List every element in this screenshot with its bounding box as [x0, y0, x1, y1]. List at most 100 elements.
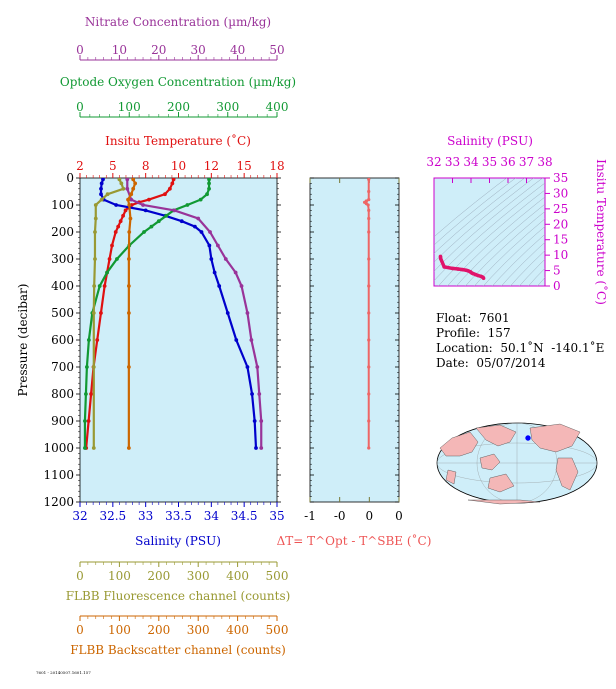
isopycnal-line	[438, 189, 545, 286]
nitrate-tick-label: 20	[151, 43, 166, 57]
float-value: 7601	[479, 311, 510, 325]
ts-temperature-tick-label: 5	[553, 264, 561, 278]
isopycnal-line	[434, 178, 516, 246]
pressure-tick-label: 600	[51, 333, 74, 347]
series-temperature-point	[121, 213, 125, 218]
temperature-tick-label: 12	[204, 159, 219, 173]
ts-temperature-tick-label: 10	[553, 248, 568, 262]
location-value: 50.1˚N -140.1˚E	[500, 341, 605, 355]
series-oxygen-point	[207, 178, 211, 182]
oxygen-tick-label: 400	[266, 100, 289, 114]
series-temperature-point	[110, 243, 114, 248]
series-fluorescence-point	[121, 186, 126, 191]
oxygen-tick-label: 200	[167, 100, 190, 114]
backscatter-tick-label: 0	[76, 623, 84, 637]
series-salinity-point	[252, 419, 257, 423]
ts-series	[438, 254, 486, 281]
ts-temperature-tick-label: 0	[553, 279, 561, 293]
series-oxygen-point	[83, 446, 87, 450]
series-backscatter-point	[131, 186, 136, 191]
series-salinity-point	[99, 186, 103, 191]
ts-point	[460, 267, 465, 272]
series-backscatter-point	[126, 197, 130, 202]
delta-t-point	[367, 284, 371, 288]
ts-point	[450, 266, 455, 271]
ts-salinity-tick-label: 32	[426, 155, 441, 169]
series-nitrate-point	[223, 257, 228, 261]
series-oxygen-point	[84, 392, 88, 396]
delta-t-point	[367, 392, 371, 396]
profile-row: Profile: 157	[436, 326, 604, 341]
isopycnal-line	[434, 178, 543, 272]
series-nitrate-point	[259, 419, 264, 423]
date-value: 05/07/2014	[476, 356, 546, 370]
series-backscatter-point	[126, 257, 131, 261]
date-label: Date:	[436, 356, 469, 370]
series-oxygen-point	[205, 192, 209, 197]
series-oxygen-point	[86, 338, 91, 342]
float-info: Float: 7601 Profile: 157 Location: 50.1˚…	[436, 311, 604, 371]
fluorescence-tick-label: 500	[266, 569, 289, 583]
series-temperature-point	[102, 284, 107, 288]
density-contours	[434, 178, 545, 286]
series-fluorescence-point	[93, 203, 98, 207]
date-row: Date: 05/07/2014	[436, 356, 604, 371]
delta-t-series	[362, 178, 371, 450]
series-temperature-point	[89, 392, 93, 396]
series-nitrate-point	[129, 197, 134, 202]
location-row: Location: 50.1˚N -140.1˚E	[436, 341, 604, 356]
series-nitrate-point	[259, 446, 264, 450]
isopycnal-line	[501, 241, 545, 286]
fluorescence-axis-label: FLBB Fluorescence channel (counts)	[66, 589, 291, 603]
series-temperature-point	[123, 208, 128, 213]
temperature-tick-label: 18	[269, 159, 284, 173]
series-oxygen-point	[97, 284, 102, 288]
profile-value: 157	[487, 326, 511, 340]
series-fluorescence-point	[119, 181, 124, 186]
ts-salinity-tick-label: 35	[482, 155, 497, 169]
series-temperature-point	[118, 219, 123, 224]
pressure-tick-label: 700	[51, 360, 74, 374]
oxygen-tick-label: 100	[118, 100, 141, 114]
pressure-tick-label: 200	[51, 225, 74, 239]
series-salinity-point	[212, 270, 217, 275]
series-oxygen-point	[198, 197, 203, 202]
float-label: Float:	[436, 311, 472, 325]
ts-salinity-label: Salinity (PSU)	[447, 134, 533, 148]
nitrate-tick-label: 30	[191, 43, 206, 57]
series-fluorescence-point	[99, 197, 104, 202]
delta-t-point	[367, 419, 371, 423]
series-salinity-point	[99, 192, 103, 197]
series-backscatter-point	[133, 181, 138, 186]
pressure-tick-label: 0	[66, 171, 74, 185]
delta-t-point	[367, 365, 371, 369]
salinity-tick-label: 32.5	[99, 509, 126, 523]
profile-label: Profile:	[436, 326, 481, 340]
ts-salinity-tick-label: 36	[500, 155, 515, 169]
salinity-tick-label: 33	[138, 509, 153, 523]
series-temperature-point	[113, 230, 118, 234]
nitrate-tick-label: 50	[269, 43, 284, 57]
temperature-tick-label: 10	[171, 159, 186, 173]
isopycnal-line	[434, 182, 545, 282]
series-nitrate-point	[125, 178, 130, 182]
delta-t-point	[367, 230, 371, 234]
ts-temperature-tick-label: 15	[553, 233, 568, 247]
series-backscatter-point	[127, 203, 132, 207]
pressure-tick-label: 400	[51, 279, 74, 293]
series-nitrate-point	[257, 392, 262, 396]
temperature-tick-label: 5	[109, 159, 117, 173]
series-temperature-point	[171, 178, 176, 182]
series-nitrate-point	[216, 243, 220, 248]
series-backscatter-point	[131, 178, 136, 182]
ts-temperature-tick-label: 20	[553, 217, 568, 231]
series-backscatter-point	[129, 192, 134, 197]
temperature-tick-label: 2	[76, 159, 84, 173]
delta-t-tick-label: 0	[395, 509, 403, 523]
series-oxygen-point	[142, 230, 146, 234]
series-oxygen-point	[115, 257, 119, 261]
series-oxygen-point	[105, 270, 109, 275]
temperature-tick-label: 15	[237, 159, 252, 173]
series-temperature-point	[116, 224, 121, 229]
pressure-tick-label: 100	[51, 198, 74, 212]
